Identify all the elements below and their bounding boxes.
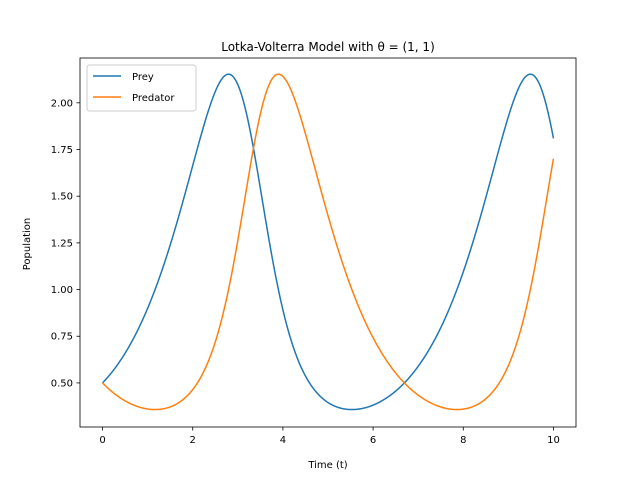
x-tick-label: 4 bbox=[280, 435, 286, 446]
y-tick-label: 0.75 bbox=[51, 332, 73, 343]
y-tick-label: 1.00 bbox=[51, 285, 73, 296]
plot-area: 0 2 4 6 8 100.500.751.001.251.501.752.00PreyP… bbox=[51, 57, 577, 446]
x-axis-label: Time (t) bbox=[307, 460, 347, 471]
y-tick-label: 1.75 bbox=[51, 145, 73, 156]
legend-label-prey: Prey bbox=[132, 72, 154, 83]
x-tick-label: 10 bbox=[547, 435, 560, 446]
y-tick-label: 1.50 bbox=[51, 192, 73, 203]
legend: Prey Predator bbox=[86, 64, 197, 112]
x-tick-label: 8 bbox=[460, 435, 466, 446]
legend-label-predator: Predator bbox=[132, 93, 175, 104]
y-tick-label: 1.25 bbox=[51, 238, 73, 249]
x-tick-label: 0 bbox=[99, 435, 105, 446]
x-tick-label: 2 bbox=[190, 435, 196, 446]
y-tick-label: 2.00 bbox=[51, 98, 73, 109]
chart-title: Lotka-Volterra Model with θ = (1, 1) bbox=[221, 40, 435, 54]
y-tick-label: 0.50 bbox=[51, 378, 73, 389]
y-axis-label: Population bbox=[22, 218, 33, 271]
series-line-prey bbox=[102, 73, 555, 411]
series-line-predator bbox=[102, 73, 555, 411]
x-tick-label: 6 bbox=[370, 435, 376, 446]
